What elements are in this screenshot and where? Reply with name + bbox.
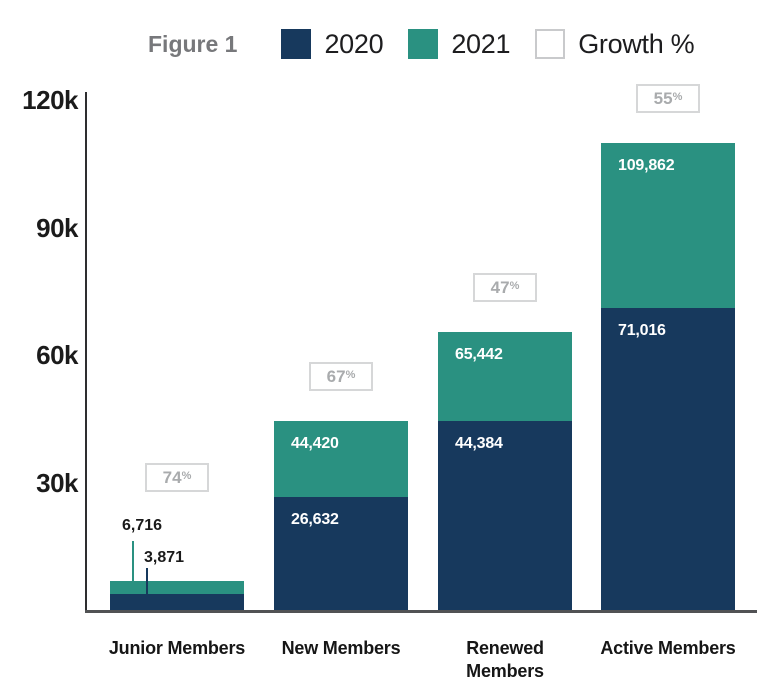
growth-badge-active: 55% [636, 84, 700, 113]
bar-2020-active [601, 308, 735, 610]
legend-item-2020: 2020 [281, 28, 384, 60]
legend-label-2021: 2021 [451, 28, 511, 59]
chart-legend: Figure 1 2020 2021 Growth % [148, 26, 719, 62]
legend-item-2021: 2021 [408, 28, 511, 60]
bar-2020-new [274, 497, 408, 610]
category-label-junior: Junior Members [108, 638, 246, 658]
growth-badge-renewed: 47% [473, 273, 537, 302]
growth-badge-new: 67% [309, 362, 373, 391]
value-2020-active: 71,016 [618, 322, 666, 339]
value-2021-renewed: 65,442 [455, 346, 503, 363]
category-label-renewed: Renewed Members [466, 638, 544, 681]
y-axis-line [85, 92, 87, 610]
value-2021-new: 44,420 [291, 435, 339, 452]
y-tick-30k: 30k [36, 467, 78, 498]
growth-value-junior: 74 [162, 468, 182, 487]
value-2020-renewed: 44,384 [455, 435, 503, 452]
leader-line-2020-junior [146, 568, 148, 598]
y-tick-60k: 60k [36, 340, 78, 370]
legend-swatch-2020 [281, 29, 312, 59]
figure-title: Figure 1 [148, 30, 238, 57]
y-tick-90k: 90k [36, 212, 78, 243]
value-2021-junior: 6,716 [122, 517, 163, 534]
growth-value-new: 67 [326, 367, 346, 386]
bar-2020-junior [110, 594, 244, 610]
value-2021-active: 109,862 [618, 157, 675, 174]
legend-label-2020: 2020 [324, 28, 384, 59]
legend-swatch-2021 [408, 29, 439, 59]
percent-sign: % [509, 280, 520, 292]
growth-badge-junior: 74% [145, 463, 209, 492]
legend-item-growth: Growth % [535, 28, 695, 60]
legend-label-growth: Growth % [578, 28, 695, 59]
leader-line-2021-junior [132, 541, 134, 587]
percent-sign: % [345, 369, 356, 381]
percent-sign: % [672, 91, 683, 103]
percent-sign: % [181, 470, 192, 482]
growth-value-renewed: 47 [490, 278, 510, 297]
value-2020-new: 26,632 [291, 511, 339, 528]
category-label-active: Active Members [600, 638, 736, 658]
y-tick-120k: 120k [22, 85, 78, 115]
x-axis-baseline [85, 610, 757, 613]
value-2020-junior: 3,871 [144, 549, 185, 566]
category-label-new: New Members [281, 638, 401, 658]
bar-2020-renewed [438, 421, 572, 610]
legend-swatch-growth [535, 29, 566, 59]
growth-value-active: 55 [653, 89, 673, 108]
